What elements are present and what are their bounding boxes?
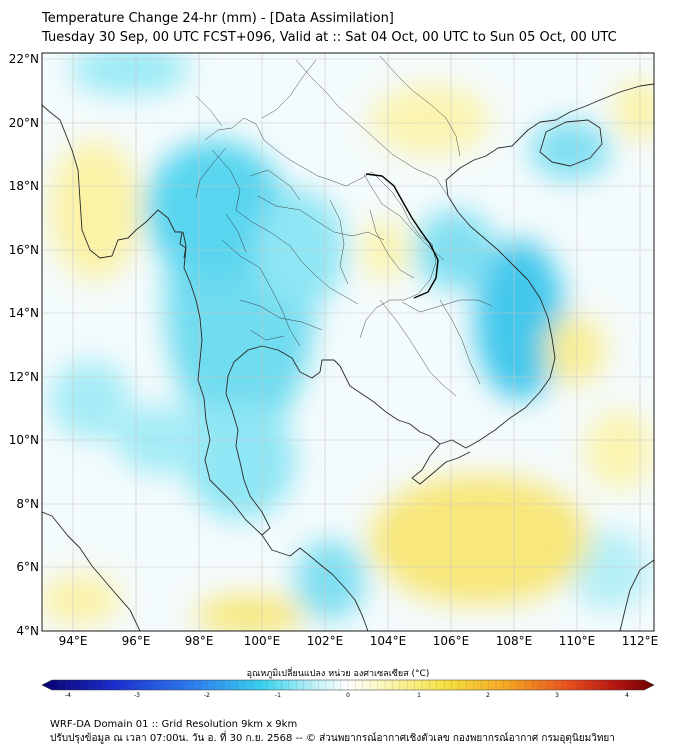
lon-label: 94°E xyxy=(59,634,88,648)
colorbar-tick-label: -1 xyxy=(275,692,281,699)
borders xyxy=(195,55,493,397)
longitude-axis: 94°E 96°E 98°E 100°E 102°E 104°E 106°E 1… xyxy=(59,634,659,648)
colorbar-tick-label: -4 xyxy=(65,692,71,699)
map-title: Temperature Change 24-hr (mm) - [Data As… xyxy=(42,11,394,26)
lat-label: 10°N xyxy=(9,433,39,447)
graticule xyxy=(42,53,654,631)
lon-label: 108°E xyxy=(496,634,533,648)
lon-label: 96°E xyxy=(122,634,151,648)
colorbar-bar xyxy=(41,679,655,691)
map-frame xyxy=(41,52,655,632)
lon-label: 106°E xyxy=(433,634,470,648)
lon-label: 112°E xyxy=(622,634,659,648)
colorbar-tick-label: 1 xyxy=(417,692,421,699)
colorbar-tick-label: -2 xyxy=(204,692,210,699)
map-subtitle: Tuesday 30 Sep, 00 UTC FCST+096, Valid a… xyxy=(42,30,617,45)
lat-label: 16°N xyxy=(9,243,39,257)
footer-resolution: WRF-DA Domain 01 :: Grid Resolution 9km … xyxy=(50,719,298,730)
colorbar-tick-label: 0 xyxy=(346,692,350,699)
colorbar-tick-label: -3 xyxy=(134,692,140,699)
lat-label: 12°N xyxy=(9,370,39,384)
latitude-axis: 22°N 20°N 18°N 16°N 14°N 12°N 10°N 8°N 6… xyxy=(9,52,39,638)
lat-label: 4°N xyxy=(16,624,39,638)
lat-label: 8°N xyxy=(16,497,39,511)
colorbar-tick-label: 4 xyxy=(625,692,629,699)
colorbar-tick-label: 2 xyxy=(486,692,490,699)
lat-label: 22°N xyxy=(9,52,39,66)
lat-label: 14°N xyxy=(9,306,39,320)
footer-credits: ปรับปรุงข้อมูล ณ เวลา 07:00น. วัน อ. ที่… xyxy=(50,733,615,744)
temperature-map: 22°N 20°N 18°N 16°N 14°N 12°N 10°N 8°N 6… xyxy=(9,52,659,699)
colorbar-tick-label: 3 xyxy=(555,692,559,699)
lat-label: 6°N xyxy=(16,560,39,574)
lon-label: 104°E xyxy=(370,634,407,648)
temperature-field xyxy=(42,53,654,631)
lon-label: 98°E xyxy=(185,634,214,648)
lat-label: 18°N xyxy=(9,179,39,193)
colorbar-title: อุณหภูมิเปลี่ยนแปลง หน่วย องศาเซลเซียส (… xyxy=(246,669,430,679)
lat-label: 20°N xyxy=(9,116,39,130)
region-border xyxy=(365,173,439,299)
lon-label: 100°E xyxy=(244,634,281,648)
coastlines xyxy=(42,83,654,631)
lon-label: 110°E xyxy=(559,634,596,648)
lon-label: 102°E xyxy=(307,634,344,648)
colorbar: -4 -3 -2 -1 0 1 2 3 4 xyxy=(41,679,655,699)
